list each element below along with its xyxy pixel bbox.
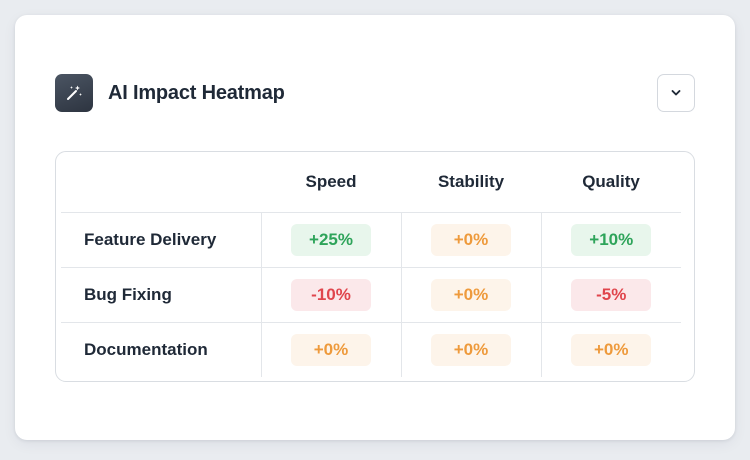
impact-badge: +0% — [571, 334, 652, 366]
chevron-down-icon — [671, 90, 681, 96]
impact-badge: +0% — [431, 224, 511, 256]
heatmap-table: Speed Stability Quality Feature Delivery… — [61, 152, 681, 377]
heatmap-cell: +0% — [400, 322, 541, 377]
table-row: Documentation +0% +0% +0% — [61, 322, 681, 377]
table-row: Feature Delivery +25% +0% +10% — [61, 212, 681, 268]
column-header-quality: Quality — [541, 152, 681, 213]
card-title: AI Impact Heatmap — [108, 82, 285, 104]
column-header-stability: Stability — [401, 152, 541, 213]
impact-badge: +0% — [431, 334, 511, 366]
column-header-speed: Speed — [261, 152, 401, 213]
impact-badge: +10% — [571, 224, 652, 256]
heatmap-cell: +0% — [260, 322, 401, 377]
heatmap-cell: +25% — [260, 212, 401, 268]
impact-badge: -5% — [571, 279, 652, 311]
card-header: AI Impact Heatmap — [55, 74, 695, 112]
collapse-dropdown-button[interactable] — [657, 74, 695, 112]
impact-badge: +0% — [291, 334, 371, 366]
heatmap-cell: -10% — [260, 267, 401, 323]
heatmap-card: AI Impact Heatmap Speed Stability Qualit… — [15, 15, 735, 440]
heatmap-cell: +0% — [540, 322, 681, 377]
heatmap-cell: +0% — [400, 267, 541, 323]
table-row: Bug Fixing -10% +0% -5% — [61, 267, 681, 323]
magic-wand-sparkles-icon — [55, 74, 93, 112]
heatmap-cell: +10% — [540, 212, 681, 268]
heatmap-table-container: Speed Stability Quality Feature Delivery… — [55, 151, 695, 382]
row-label-feature-delivery: Feature Delivery — [61, 212, 261, 268]
impact-badge: +25% — [291, 224, 371, 256]
impact-badge: -10% — [291, 279, 371, 311]
heatmap-cell: +0% — [400, 212, 541, 268]
heatmap-cell: -5% — [540, 267, 681, 323]
impact-badge: +0% — [431, 279, 511, 311]
heatmap-header-row: Speed Stability Quality — [61, 152, 681, 213]
row-label-documentation: Documentation — [84, 340, 208, 359]
row-label-bug-fixing: Bug Fixing — [61, 267, 261, 323]
corner-cell — [61, 152, 261, 213]
